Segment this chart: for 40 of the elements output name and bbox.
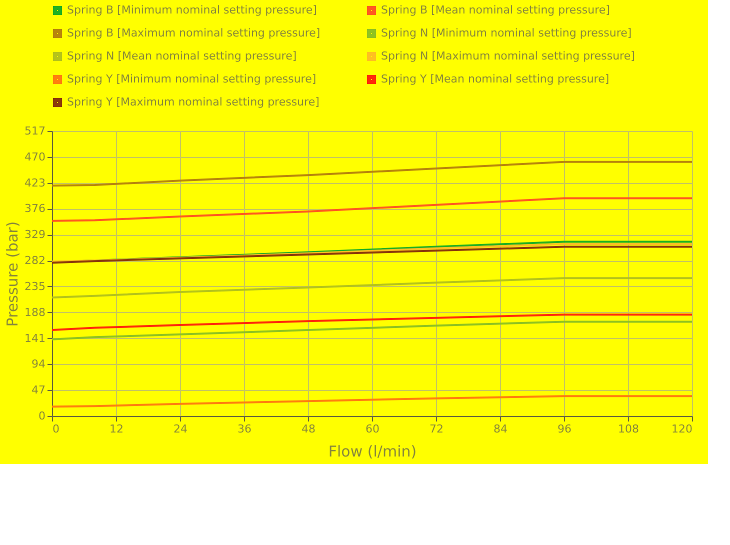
y-axis-title: Pressure (bar) xyxy=(4,221,22,327)
legend-label: Spring B [Maximum nominal setting pressure] xyxy=(67,26,320,40)
y-tick-label: 282 xyxy=(24,254,46,268)
x-tick-label: 96 xyxy=(558,422,572,436)
legend-label: Spring Y [Maximum nominal setting pressure] xyxy=(67,96,320,108)
x-tick-label: 48 xyxy=(302,422,316,436)
y-tick-label: 376 xyxy=(24,202,46,216)
legend-label: Spring Y [Minimum nominal setting pressure] xyxy=(67,72,316,86)
y-tick-label: 329 xyxy=(24,228,46,242)
line-series xyxy=(51,314,693,332)
y-tick-label: 0 xyxy=(38,410,46,422)
legend-label: Spring B [Mean nominal setting pressure] xyxy=(381,4,610,16)
line-series xyxy=(51,160,693,187)
y-tick-label: 517 xyxy=(24,124,46,138)
y-tick-label: 94 xyxy=(32,358,46,371)
y-tick-label: 47 xyxy=(32,384,46,397)
line-series xyxy=(51,277,693,298)
x-axis-title: Flow (l/min) xyxy=(328,442,417,460)
y-tick-label: 141 xyxy=(24,332,46,345)
y-tick-label: 188 xyxy=(24,306,46,319)
x-tick-label: 108 xyxy=(618,422,639,436)
x-tick-label: 36 xyxy=(238,422,252,436)
legend-label: Spring N [Maximum nominal setting pressure] xyxy=(381,50,635,62)
legend-label: Spring Y [Mean nominal setting pressure] xyxy=(381,72,610,86)
y-tick-label: 470 xyxy=(24,150,46,164)
legend-label: Spring N [Mean nominal setting pressure] xyxy=(67,50,297,62)
x-tick-label: 120 xyxy=(672,422,692,436)
line-series xyxy=(51,395,693,408)
line-series xyxy=(51,197,693,222)
y-tick-label: 423 xyxy=(24,176,46,190)
legend-label: Spring B [Minimum nominal setting pressure] xyxy=(67,4,317,16)
line-series xyxy=(51,320,693,340)
x-tick-label: 12 xyxy=(110,422,124,436)
x-tick-label: 72 xyxy=(430,422,444,436)
x-tick-label: 24 xyxy=(174,422,188,436)
y-tick-label: 235 xyxy=(24,280,46,293)
x-tick-label: 0 xyxy=(52,422,60,436)
x-tick-label: 84 xyxy=(494,422,508,436)
legend-label: Spring N [Minimum nominal setting pressure] xyxy=(381,26,632,40)
x-tick-label: 60 xyxy=(366,422,380,436)
